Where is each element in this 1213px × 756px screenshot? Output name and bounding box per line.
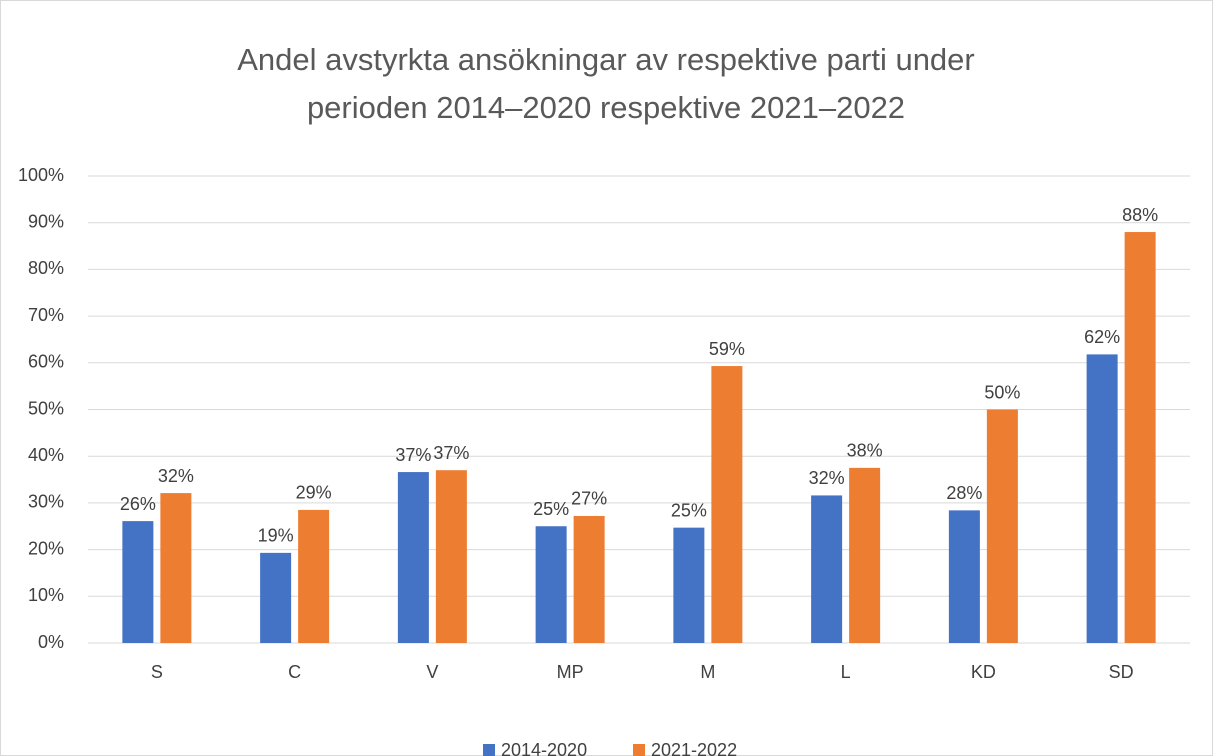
bar — [573, 515, 605, 643]
data-label: 32% — [158, 466, 194, 486]
bar — [298, 509, 330, 643]
x-tick-label: M — [700, 662, 715, 682]
bar — [673, 527, 705, 643]
data-label: 62% — [1084, 327, 1120, 347]
y-tick-label: 100% — [18, 165, 64, 185]
y-tick-label: 10% — [28, 585, 64, 605]
legend-label: 2021-2022 — [651, 740, 737, 756]
chart-title: Andel avstyrkta ansökningar av respektiv… — [237, 42, 975, 125]
data-label: 29% — [296, 483, 332, 503]
x-tick-label: SD — [1109, 662, 1134, 682]
y-tick-label: 0% — [38, 632, 64, 652]
y-tick-label: 70% — [28, 305, 64, 325]
bar — [535, 526, 567, 643]
data-label: 37% — [433, 443, 469, 463]
y-tick-label: 90% — [28, 211, 64, 231]
bar — [122, 521, 154, 643]
y-tick-label: 80% — [28, 258, 64, 278]
bar — [811, 495, 843, 643]
bar — [1086, 354, 1118, 643]
y-tick-label: 20% — [28, 538, 64, 558]
bar — [1124, 232, 1156, 644]
legend-swatch — [633, 744, 645, 756]
x-tick-label: C — [288, 662, 301, 682]
x-tick-label: V — [426, 662, 438, 682]
data-label: 37% — [395, 445, 431, 465]
data-label: 19% — [258, 526, 294, 546]
y-tick-label: 60% — [28, 352, 64, 372]
data-label: 25% — [533, 499, 569, 519]
data-label: 32% — [809, 468, 845, 488]
bar — [160, 493, 192, 643]
data-label: 26% — [120, 494, 156, 514]
data-label: 27% — [571, 489, 607, 509]
bar — [986, 409, 1018, 643]
data-label: 25% — [671, 500, 707, 520]
data-label: 50% — [984, 382, 1020, 402]
data-label: 88% — [1122, 205, 1158, 225]
x-tick-label: MP — [557, 662, 584, 682]
bar — [711, 366, 743, 643]
legend-label: 2014-2020 — [501, 740, 587, 756]
bar — [397, 472, 429, 643]
bar — [948, 510, 980, 643]
x-tick-label: KD — [971, 662, 996, 682]
y-tick-label: 40% — [28, 445, 64, 465]
y-tick-label: 50% — [28, 398, 64, 418]
bar — [849, 467, 881, 643]
data-label: 28% — [946, 483, 982, 503]
data-label: 38% — [847, 441, 883, 461]
x-tick-label: L — [841, 662, 851, 682]
legend-swatch — [483, 744, 495, 756]
data-label: 59% — [709, 339, 745, 359]
bar — [435, 470, 467, 643]
x-tick-label: S — [151, 662, 163, 682]
bar — [260, 552, 292, 643]
y-tick-label: 30% — [28, 492, 64, 512]
